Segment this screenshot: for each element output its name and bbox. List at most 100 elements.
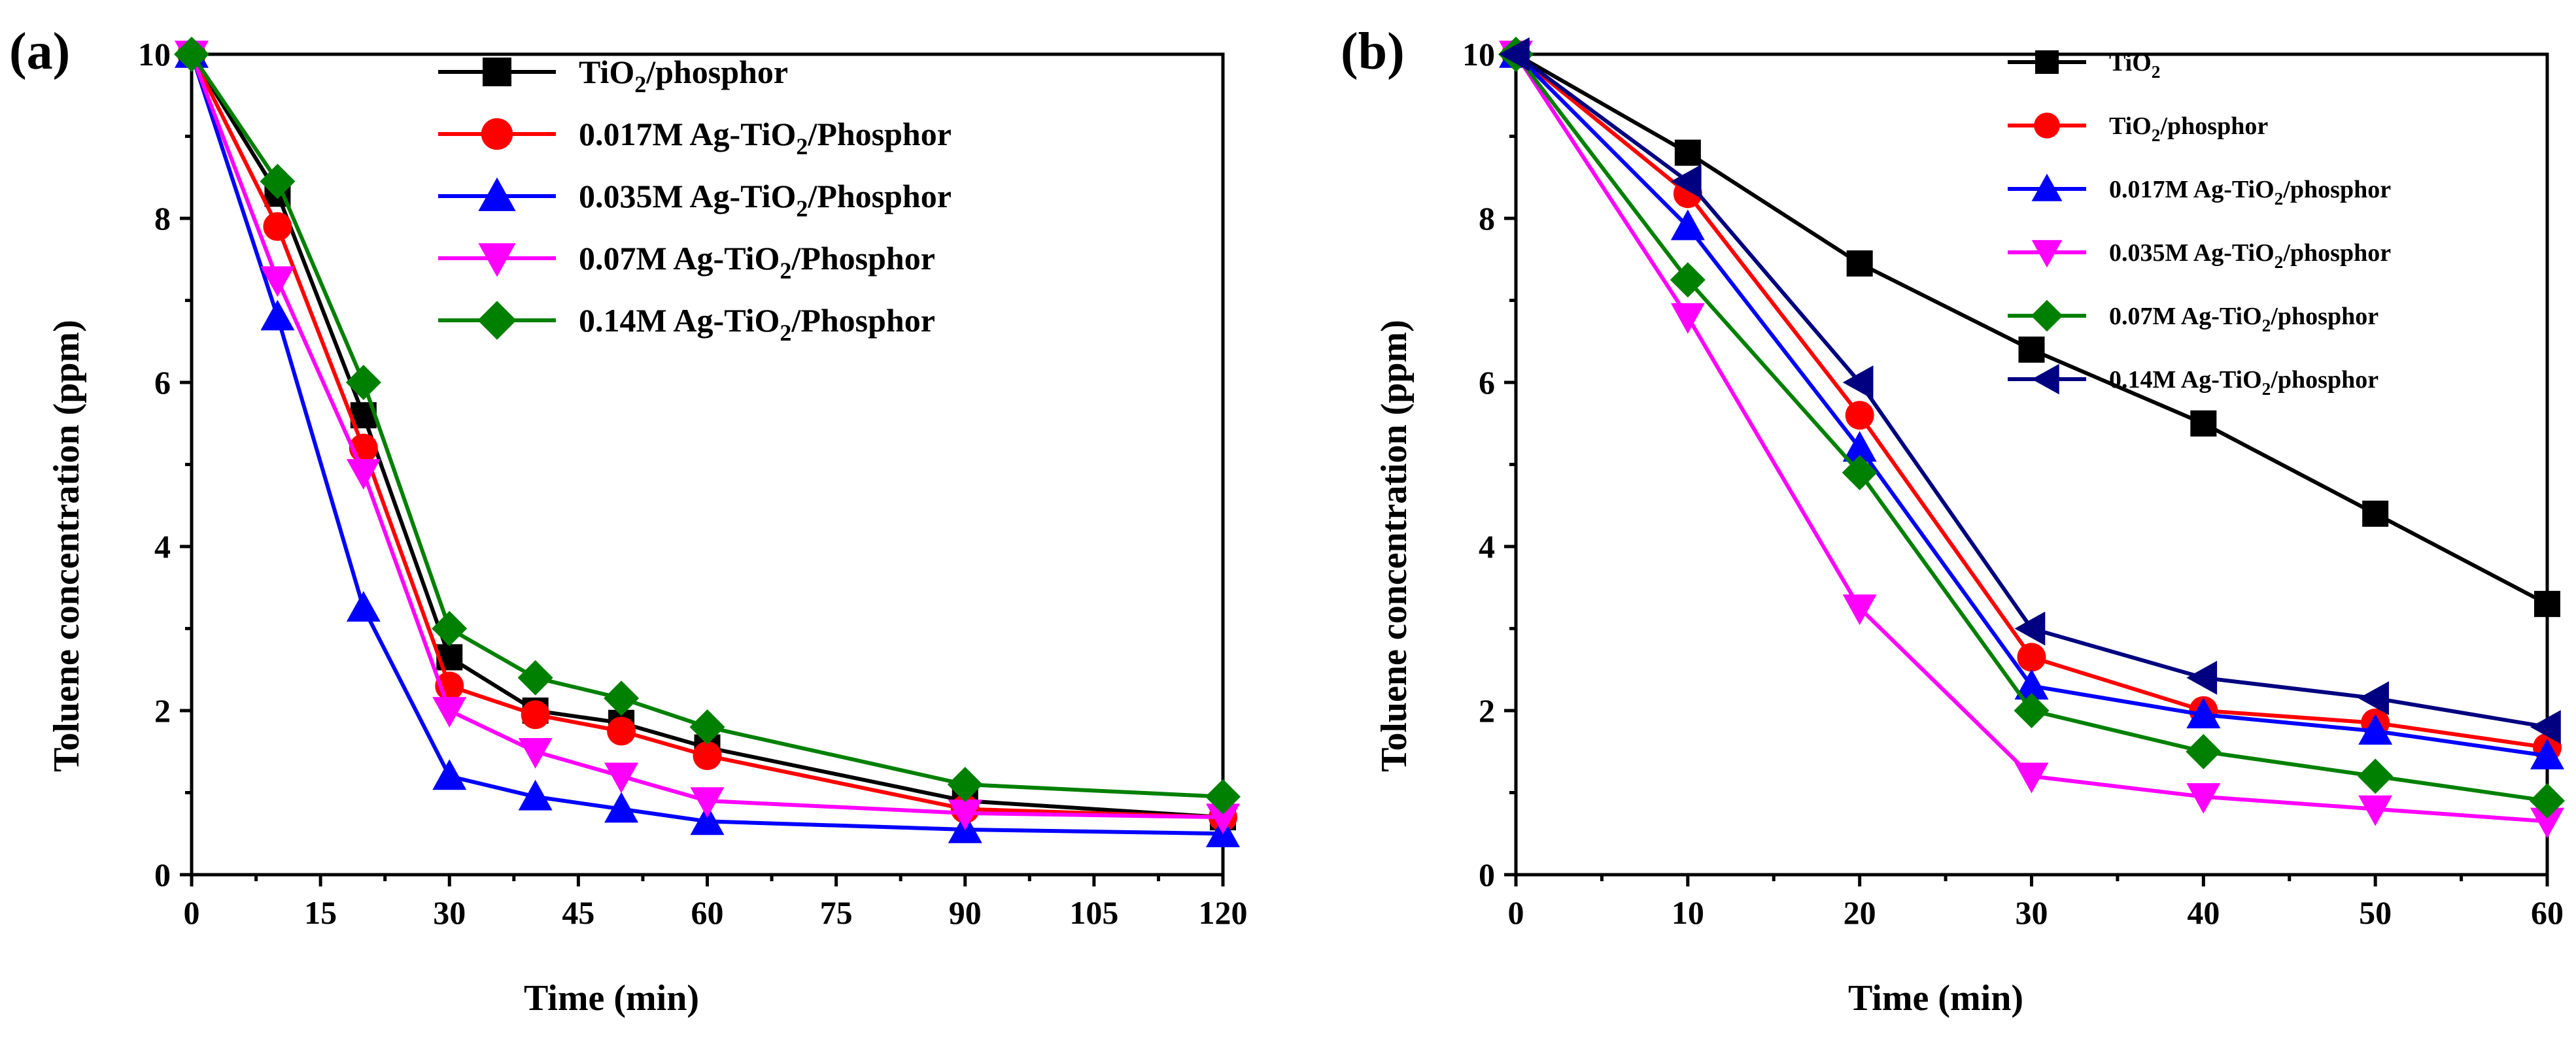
data-point <box>263 212 292 241</box>
data-point <box>2014 611 2046 646</box>
legend-label: 0.017M Ag-TiO2/Phosphor <box>579 116 952 160</box>
data-point <box>1670 209 1705 241</box>
series-0-14m-ag-tio2-phosphor <box>174 37 1241 815</box>
data-point <box>689 709 725 745</box>
legend-item: 0.07M Ag-TiO2/phosphor <box>2008 299 2379 335</box>
legend-label: TiO2/phosphor <box>2109 112 2268 145</box>
x-tick-label: 20 <box>1844 894 1876 931</box>
legend-label: 0.017M Ag-TiO2/phosphor <box>2109 176 2391 209</box>
data-point <box>604 792 639 823</box>
y-tick-label: 6 <box>154 364 171 401</box>
legend-marker <box>481 118 513 150</box>
legend-item: 0.035M Ag-TiO2/Phosphor <box>438 177 952 222</box>
series-line <box>1515 52 2549 606</box>
panel-a-axes: 0 15 30 45 60 75 90 105 120 0 2 4 6 8 10 <box>138 36 1248 931</box>
data-point <box>2017 643 2046 672</box>
x-tick-label: 90 <box>949 894 982 931</box>
data-point <box>260 299 295 331</box>
data-point <box>604 681 640 716</box>
data-point <box>2018 336 2045 363</box>
legend-item: 0.017M Ag-TiO2/Phosphor <box>438 116 952 160</box>
panel-a-label: (a) <box>9 23 70 80</box>
y-tick-label: 6 <box>1479 364 1495 401</box>
data-point <box>2014 669 2049 700</box>
y-tick-label: 0 <box>154 856 171 893</box>
data-point <box>521 700 550 730</box>
data-point <box>518 779 553 811</box>
data-point <box>2534 590 2560 617</box>
data-point <box>346 459 381 490</box>
data-point <box>1842 594 1877 626</box>
data-point <box>2186 733 2222 769</box>
data-point <box>947 766 983 802</box>
legend-item: 0.14M Ag-TiO2/Phosphor <box>438 301 935 346</box>
data-point <box>1846 250 1873 277</box>
legend-label: 0.07M Ag-TiO2/phosphor <box>2109 303 2379 335</box>
x-tick-label: 0 <box>184 894 200 931</box>
y-tick-label: 4 <box>154 528 171 565</box>
data-point <box>1670 164 1702 199</box>
series-0-017m-ag-tio2-phosphor <box>1499 37 2564 769</box>
data-point <box>1842 365 1874 399</box>
legend-marker <box>2034 112 2060 139</box>
x-tick-label: 50 <box>2359 894 2392 931</box>
y-tick-label: 2 <box>1479 692 1495 729</box>
panel-a-y-axis-title: Toluene concentration (ppm) <box>46 320 87 772</box>
data-point <box>2186 698 2221 729</box>
data-point <box>1205 779 1241 815</box>
series-line <box>190 53 1224 820</box>
legend-marker <box>2031 240 2063 268</box>
panel-b-y-axis-title: Toluene concentration (ppm) <box>1374 320 1415 772</box>
data-point <box>174 37 209 72</box>
x-tick-label: 30 <box>433 894 466 931</box>
y-tick-label: 10 <box>138 36 171 73</box>
data-point <box>693 741 722 771</box>
series-tio2-phosphor <box>1502 40 2562 762</box>
data-point <box>345 365 381 400</box>
legend-label: TiO2 <box>2109 49 2160 82</box>
series-0-07m-ag-tio2-phosphor <box>1498 37 2565 819</box>
legend-label: 0.07M Ag-TiO2/Phosphor <box>579 240 935 284</box>
data-point <box>2186 783 2221 814</box>
legend-item: 0.07M Ag-TiO2/Phosphor <box>438 240 935 284</box>
data-point <box>1845 401 1874 430</box>
x-tick-label: 60 <box>2531 894 2564 931</box>
data-point <box>948 800 982 830</box>
data-point <box>690 787 725 818</box>
x-tick-label: 15 <box>304 894 337 931</box>
x-tick-label: 45 <box>562 894 594 931</box>
legend-item: TiO2/phosphor <box>438 54 788 97</box>
legend-marker <box>2031 173 2063 201</box>
data-point <box>604 762 639 794</box>
legend-label: TiO2/phosphor <box>579 54 788 97</box>
x-tick-label: 0 <box>1508 894 1524 931</box>
data-point <box>2014 693 2050 728</box>
x-tick-label: 60 <box>691 894 724 931</box>
data-point <box>2530 807 2564 839</box>
panel-b-axes: 0 10 20 30 40 50 60 0 2 4 6 8 10 <box>1462 36 2564 931</box>
data-point <box>260 266 295 297</box>
series-line <box>190 53 1224 799</box>
y-tick-label: 10 <box>1462 36 1495 73</box>
series-0-14m-ag-tio2-phosphor <box>1499 37 2561 745</box>
data-point <box>432 759 467 790</box>
legend-marker <box>2035 50 2059 74</box>
data-point <box>1499 37 1530 71</box>
data-point <box>518 737 553 769</box>
data-point <box>1670 262 1706 298</box>
legend-label: 0.035M Ag-TiO2/Phosphor <box>579 178 952 222</box>
y-tick-label: 8 <box>154 200 171 237</box>
x-tick-label: 75 <box>820 894 853 931</box>
series-tio2 <box>1503 41 2560 617</box>
series-0-07m-ag-tio2-phosphor <box>175 41 1240 835</box>
data-point <box>1670 303 1705 334</box>
data-point <box>2362 500 2389 527</box>
x-tick-label: 30 <box>2016 894 2048 931</box>
legend-marker <box>483 58 511 86</box>
data-point <box>2530 783 2565 819</box>
data-point <box>2358 758 2394 794</box>
y-tick-label: 4 <box>1479 528 1495 565</box>
data-point <box>2530 710 2561 745</box>
data-point <box>260 163 296 199</box>
